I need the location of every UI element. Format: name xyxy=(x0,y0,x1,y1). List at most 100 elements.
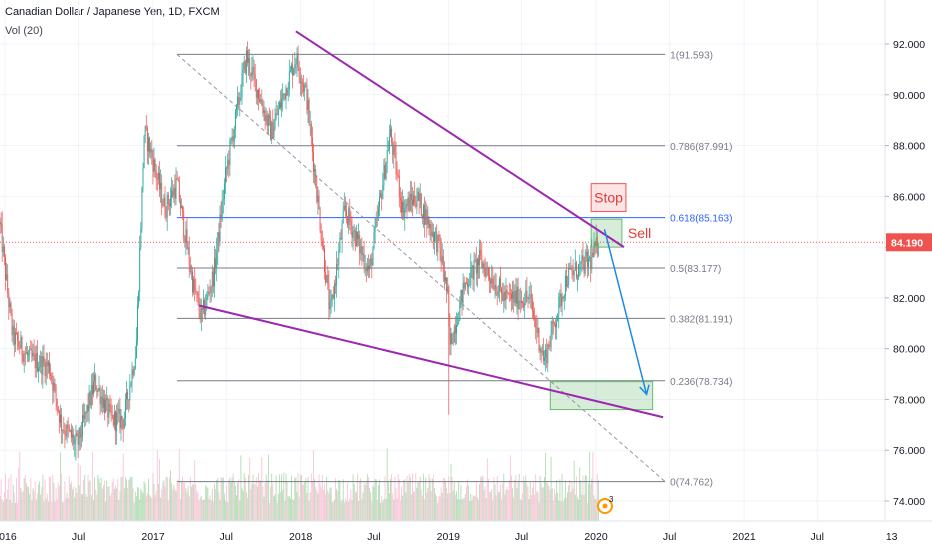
volume-bar xyxy=(155,490,157,521)
trendline-upper[interactable] xyxy=(295,30,625,248)
price-tick-label: 88.000 xyxy=(893,141,925,153)
volume-bar xyxy=(359,481,361,521)
volume-bar xyxy=(371,501,373,521)
price-axis[interactable] xyxy=(885,0,932,550)
volume-bar xyxy=(154,495,156,521)
time-tick-label: 2020 xyxy=(584,531,608,543)
volume-bar xyxy=(231,477,233,521)
volume-bar xyxy=(204,499,206,521)
volume-bar xyxy=(199,497,201,521)
candle-body xyxy=(12,325,14,336)
volume-bar xyxy=(319,483,321,521)
volume-bar xyxy=(32,488,34,521)
candle-body xyxy=(437,234,439,253)
volume-bar xyxy=(407,481,409,521)
volume-indicator-label[interactable]: Vol (20) xyxy=(5,25,43,37)
trendline-lower[interactable] xyxy=(198,304,664,419)
volume-bar xyxy=(121,476,123,521)
candle-body xyxy=(399,197,401,201)
candle-body xyxy=(329,302,331,310)
volume-bar xyxy=(61,473,63,521)
volume-bar xyxy=(594,499,596,521)
candle-body xyxy=(89,392,91,406)
fib-label-0.382: 0.382(81.191) xyxy=(670,314,732,325)
candle-body xyxy=(418,191,420,201)
volume-bar xyxy=(278,474,280,521)
volume-bar xyxy=(182,476,184,521)
candle-body xyxy=(324,248,325,273)
volume-bar xyxy=(450,463,452,521)
volume-bar xyxy=(289,498,291,521)
candle-body xyxy=(161,182,163,206)
volume-bar xyxy=(471,500,473,521)
volume-bar xyxy=(464,494,466,521)
candle-body xyxy=(8,293,10,308)
volume-bar xyxy=(379,479,380,521)
candle-body xyxy=(210,287,212,293)
candle-body xyxy=(354,230,356,247)
volume-bar xyxy=(520,499,522,521)
candle-body xyxy=(255,78,257,98)
candle-body xyxy=(361,246,363,256)
volume-bar xyxy=(271,473,273,521)
volume-bar xyxy=(275,475,277,521)
volume-bar xyxy=(214,484,215,521)
volume-bar xyxy=(416,487,418,521)
fib-trend-line[interactable] xyxy=(176,53,666,483)
price-tick-label: 90.000 xyxy=(893,90,925,102)
candle-body xyxy=(425,209,427,225)
candle-body xyxy=(121,415,123,421)
volume-bar xyxy=(97,474,99,521)
volume-bar xyxy=(62,502,64,521)
volume-bar xyxy=(96,494,98,521)
target-zone-box[interactable] xyxy=(549,381,654,411)
candle-body xyxy=(66,424,68,437)
candle-body xyxy=(22,354,24,362)
candle-body xyxy=(28,354,30,356)
volume-bar xyxy=(24,475,26,521)
last-price-label: 84.190 xyxy=(891,237,923,249)
volume-bar xyxy=(105,501,107,521)
volume-bar xyxy=(538,502,540,521)
candle-body xyxy=(449,325,451,345)
volume-bar xyxy=(252,475,254,521)
volume-bar xyxy=(357,473,358,521)
time-tick-label: Jul xyxy=(220,531,233,543)
volume-bar xyxy=(269,502,270,521)
volume-bar xyxy=(205,484,207,521)
last-price-tag[interactable] xyxy=(886,233,932,252)
volume-bar xyxy=(225,500,226,521)
volume-bar xyxy=(313,450,314,521)
volume-bar xyxy=(159,459,160,521)
volume-bar xyxy=(56,499,58,521)
volume-bar xyxy=(523,476,525,521)
projection-arrow-head xyxy=(639,384,650,396)
volume-bar xyxy=(236,495,237,521)
candle-body xyxy=(80,435,82,438)
candle-body xyxy=(537,327,539,333)
candle-body xyxy=(544,357,545,361)
candle-body xyxy=(382,184,384,200)
stop-box[interactable] xyxy=(590,183,627,213)
volume-bar xyxy=(109,495,111,521)
volume-bar xyxy=(118,499,120,521)
time-axis[interactable] xyxy=(0,521,932,550)
candle-body xyxy=(358,235,360,240)
projection-arrow[interactable] xyxy=(603,229,648,395)
volume-bar xyxy=(440,487,442,521)
volume-bar xyxy=(326,476,328,521)
volume-bar xyxy=(192,483,193,521)
candle-body xyxy=(320,230,322,241)
price-tick-label: 78.000 xyxy=(893,394,925,406)
volume-bar xyxy=(382,501,384,521)
candle-body xyxy=(533,310,534,318)
candle-body xyxy=(144,126,146,136)
candle-body xyxy=(560,293,562,306)
volume-bar xyxy=(25,483,27,521)
volume-bar xyxy=(424,499,426,521)
symbol-title: Canadian Dollar / Japanese Yen, 1D, FXCM xyxy=(5,6,220,18)
volume-bar xyxy=(100,477,102,521)
candle-body xyxy=(529,294,531,296)
volume-bar xyxy=(251,483,253,521)
